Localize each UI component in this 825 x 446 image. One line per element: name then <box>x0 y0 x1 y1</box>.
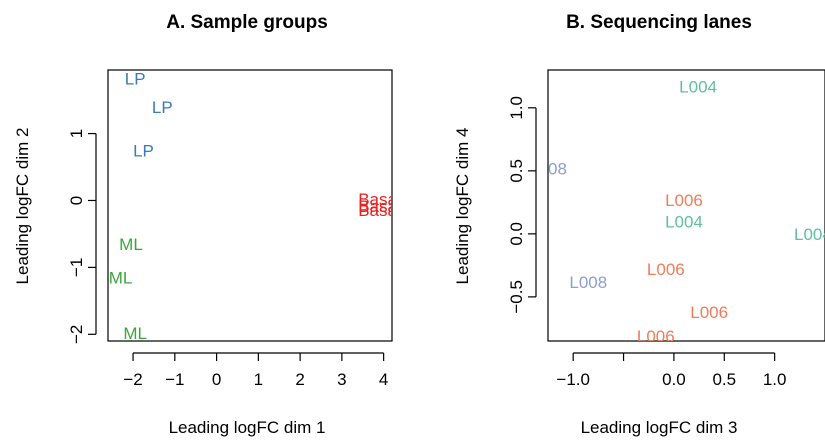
panel-a-x-tick-label: 3 <box>337 370 346 389</box>
panel-b-point-label: L004 <box>794 225 825 244</box>
panel-b-plot-frame <box>547 69 825 342</box>
panel-a-point-label: ML <box>123 324 147 343</box>
panel-a-y-tick-label: −2 <box>67 325 86 344</box>
panel-a: A. Sample groups Leading logFC dim 1 Lea… <box>13 12 401 437</box>
panel-b-point-label: L004 <box>665 212 703 231</box>
panel-a-point-label: Basal <box>358 190 401 209</box>
panel-a-xlabel: Leading logFC dim 1 <box>169 418 326 437</box>
panel-b-point-label: L006 <box>665 191 703 210</box>
panel-a-y-tick-label: −1 <box>67 258 86 277</box>
panel-a-point-label: ML <box>119 235 143 254</box>
panel-b-y-tick-label: 1.0 <box>507 96 526 120</box>
panel-b-point-label: L006 <box>647 260 685 279</box>
panel-a-plot-frame <box>107 69 393 342</box>
panel-b-x-tick-label: −1.0 <box>556 370 590 389</box>
panel-b-x-tick-label: 0.0 <box>662 370 686 389</box>
panel-b-ylabel: Leading logFC dim 4 <box>453 128 472 285</box>
panel-b-point-label: L008 <box>569 273 607 292</box>
panel-b-y-tick-label: −0.5 <box>507 280 526 314</box>
panel-a-ylabel: Leading logFC dim 2 <box>13 128 32 285</box>
panel-a-point-label: LP <box>133 141 154 160</box>
panel-a-x-tick-label: 4 <box>379 370 388 389</box>
panel-b-point-label: L006 <box>637 327 675 346</box>
panel-b-xlabel: Leading logFC dim 3 <box>581 418 738 437</box>
panel-a-x-tick-label: 0 <box>212 370 221 389</box>
panel-b-plot-area: −1.0 0.0 0.5 1.0 −0.5 0.0 0.5 1.0 L004 L008 L006 L0… <box>507 69 825 389</box>
panel-a-x-tick-label: −2 <box>123 370 142 389</box>
panel-a-point-label: LP <box>125 70 146 89</box>
panel-a-y-tick-label: 1 <box>67 129 86 138</box>
panel-a-point-label: Basal <box>358 201 401 220</box>
panel-a-x-tick-label: 1 <box>254 370 263 389</box>
panel-b-point-label: L008 <box>529 159 567 178</box>
panel-a-x-tick-label: 2 <box>295 370 304 389</box>
panel-a-point-label: Basal <box>358 197 401 216</box>
panel-a-y-tick-label: 0 <box>67 196 86 205</box>
panel-b-y-tick-label: 0.5 <box>507 159 526 183</box>
panel-b-title: B. Sequencing lanes <box>566 12 752 33</box>
panel-b-x-tick-label: 0.5 <box>712 370 736 389</box>
panel-a-point-label: ML <box>109 268 133 287</box>
panel-b-x-tick-label: 1.0 <box>763 370 787 389</box>
panel-b: B. Sequencing lanes Leading logFC dim 3 … <box>453 12 825 437</box>
panel-a-point-label: LP <box>152 98 173 117</box>
panel-a-title: A. Sample groups <box>166 12 328 33</box>
panel-b-point-label: L004 <box>679 77 717 96</box>
panel-a-x-tick-label: −1 <box>165 370 184 389</box>
panel-b-y-tick-label: 0.0 <box>507 222 526 246</box>
panel-b-point-label: L006 <box>690 303 728 322</box>
